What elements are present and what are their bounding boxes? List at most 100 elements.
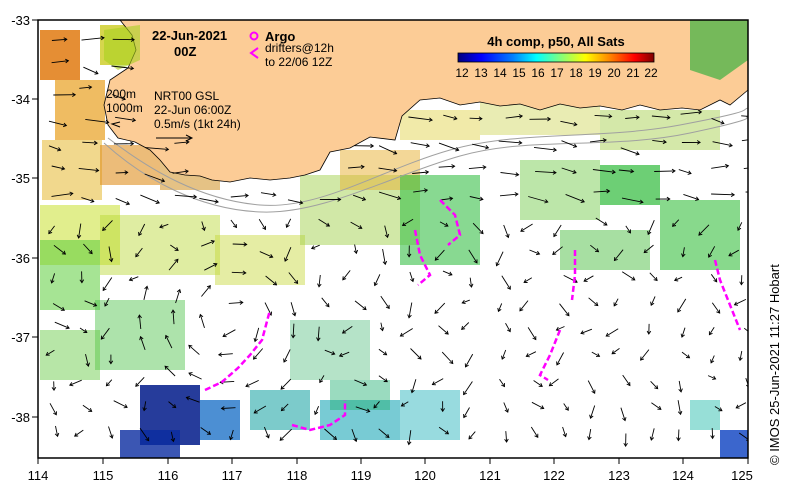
current-arrow	[283, 349, 291, 363]
current-arrow-head-icon	[379, 327, 385, 332]
current-arrow-head-icon	[406, 253, 412, 258]
current-arrow-head-icon	[685, 354, 691, 359]
current-arrow-head-icon	[505, 233, 510, 239]
current-arrow-head-icon	[482, 165, 487, 170]
current-arrow	[621, 197, 643, 203]
current-arrow-head-icon	[164, 365, 169, 370]
colorbar-tick-label: 20	[607, 66, 621, 80]
land-vegetation-nw	[104, 25, 140, 70]
current-arrow	[677, 400, 682, 415]
current-arrow-head-icon	[622, 417, 627, 422]
current-arrow-head-icon	[591, 389, 596, 394]
current-arrow-head-icon	[552, 170, 557, 175]
current-arrow	[678, 169, 692, 174]
current-arrow	[434, 249, 445, 261]
current-arrow	[468, 166, 486, 170]
current-arrow-head-icon	[138, 231, 143, 237]
current-arrow-head-icon	[649, 436, 655, 441]
current-arrow	[52, 303, 65, 311]
current-arrow-head-icon	[269, 254, 274, 259]
current-arrow-head-icon	[535, 250, 541, 256]
current-arrow-head-icon	[217, 352, 223, 357]
current-arrow	[737, 222, 743, 231]
colorbar	[457, 52, 655, 63]
current-arrow-head-icon	[338, 352, 344, 358]
current-arrow-head-icon	[95, 168, 100, 173]
current-arrow	[140, 336, 146, 351]
x-tick-label: 125	[731, 468, 753, 483]
x-tick-label: 118	[287, 468, 308, 483]
current-arrow	[411, 379, 417, 393]
current-arrow-head-icon	[252, 355, 258, 360]
current-arrow-head-icon	[562, 433, 568, 438]
current-arrow-head-icon	[434, 256, 439, 261]
current-arrow-head-icon	[155, 199, 160, 204]
current-arrow	[113, 400, 128, 408]
colorbar-tick-label: 22	[644, 66, 658, 80]
current-arrow	[324, 428, 337, 440]
current-arrow	[83, 243, 93, 254]
current-arrow	[45, 349, 55, 356]
current-arrow-head-icon	[206, 430, 212, 435]
current-arrow	[469, 196, 483, 200]
y-tick-label: -36	[11, 251, 30, 266]
current-arrow-head-icon	[294, 279, 299, 285]
contour-1000-label: 1000m	[106, 101, 143, 115]
current-arrow	[145, 147, 169, 150]
current-arrow	[79, 327, 88, 333]
current-arrow-head-icon	[698, 109, 703, 115]
current-arrow-head-icon	[710, 435, 715, 440]
current-arrow	[735, 402, 747, 409]
current-arrow	[681, 351, 690, 359]
current-arrow	[82, 404, 92, 412]
current-arrow-head-icon	[184, 169, 189, 174]
current-arrow	[102, 220, 113, 231]
current-arrow	[620, 407, 626, 421]
isobath-pointer-icon	[110, 121, 121, 128]
current-arrow-head-icon	[507, 285, 511, 290]
current-arrow-head-icon	[643, 249, 648, 254]
current-arrow-head-icon	[449, 359, 454, 365]
current-arrow-head-icon	[468, 435, 473, 440]
current-arrow-head-icon	[131, 117, 137, 123]
scale-arrow-icon	[156, 134, 194, 142]
current-arrow-head-icon	[627, 229, 631, 234]
current-arrow-head-icon	[534, 433, 539, 439]
current-arrow-head-icon	[88, 250, 93, 255]
current-arrow	[201, 285, 211, 297]
current-arrow	[324, 349, 335, 355]
current-arrow	[314, 406, 320, 415]
current-arrow-head-icon	[608, 113, 613, 119]
current-arrow-head-icon	[72, 92, 77, 97]
current-arrow-head-icon	[316, 337, 321, 342]
current-arrow-head-icon	[662, 139, 667, 145]
current-arrow	[253, 348, 264, 360]
current-arrow	[106, 379, 113, 387]
colorbar-ticks: 12 13 14 15 16 17 18 19 20 21 22	[455, 66, 658, 80]
current-arrow	[651, 402, 662, 410]
colorbar-title: 4h comp, p50, All Sats	[487, 34, 625, 49]
current-arrow	[711, 302, 721, 314]
current-arrow-head-icon	[130, 65, 135, 71]
current-arrow	[461, 322, 470, 330]
current-arrow	[232, 243, 247, 245]
current-arrow-head-icon	[69, 382, 74, 387]
current-arrow	[230, 194, 249, 198]
current-arrow-head-icon	[519, 307, 524, 312]
current-arrow-head-icon	[654, 385, 659, 390]
current-arrow	[108, 246, 113, 262]
current-arrow-head-icon	[130, 37, 135, 42]
current-arrow	[165, 335, 173, 349]
current-arrow-head-icon	[548, 382, 553, 387]
current-arrow-head-icon	[501, 355, 506, 360]
current-arrow	[526, 351, 537, 357]
current-arrow-head-icon	[285, 223, 290, 228]
current-arrow-head-icon	[710, 359, 715, 364]
current-arrow-head-icon	[613, 256, 618, 262]
current-arrow	[683, 193, 699, 201]
current-arrow	[172, 310, 175, 325]
y-tick-label: -37	[11, 330, 30, 345]
current-arrow-head-icon	[60, 306, 66, 311]
current-arrow-head-icon	[105, 382, 110, 387]
current-arrow	[222, 329, 236, 337]
